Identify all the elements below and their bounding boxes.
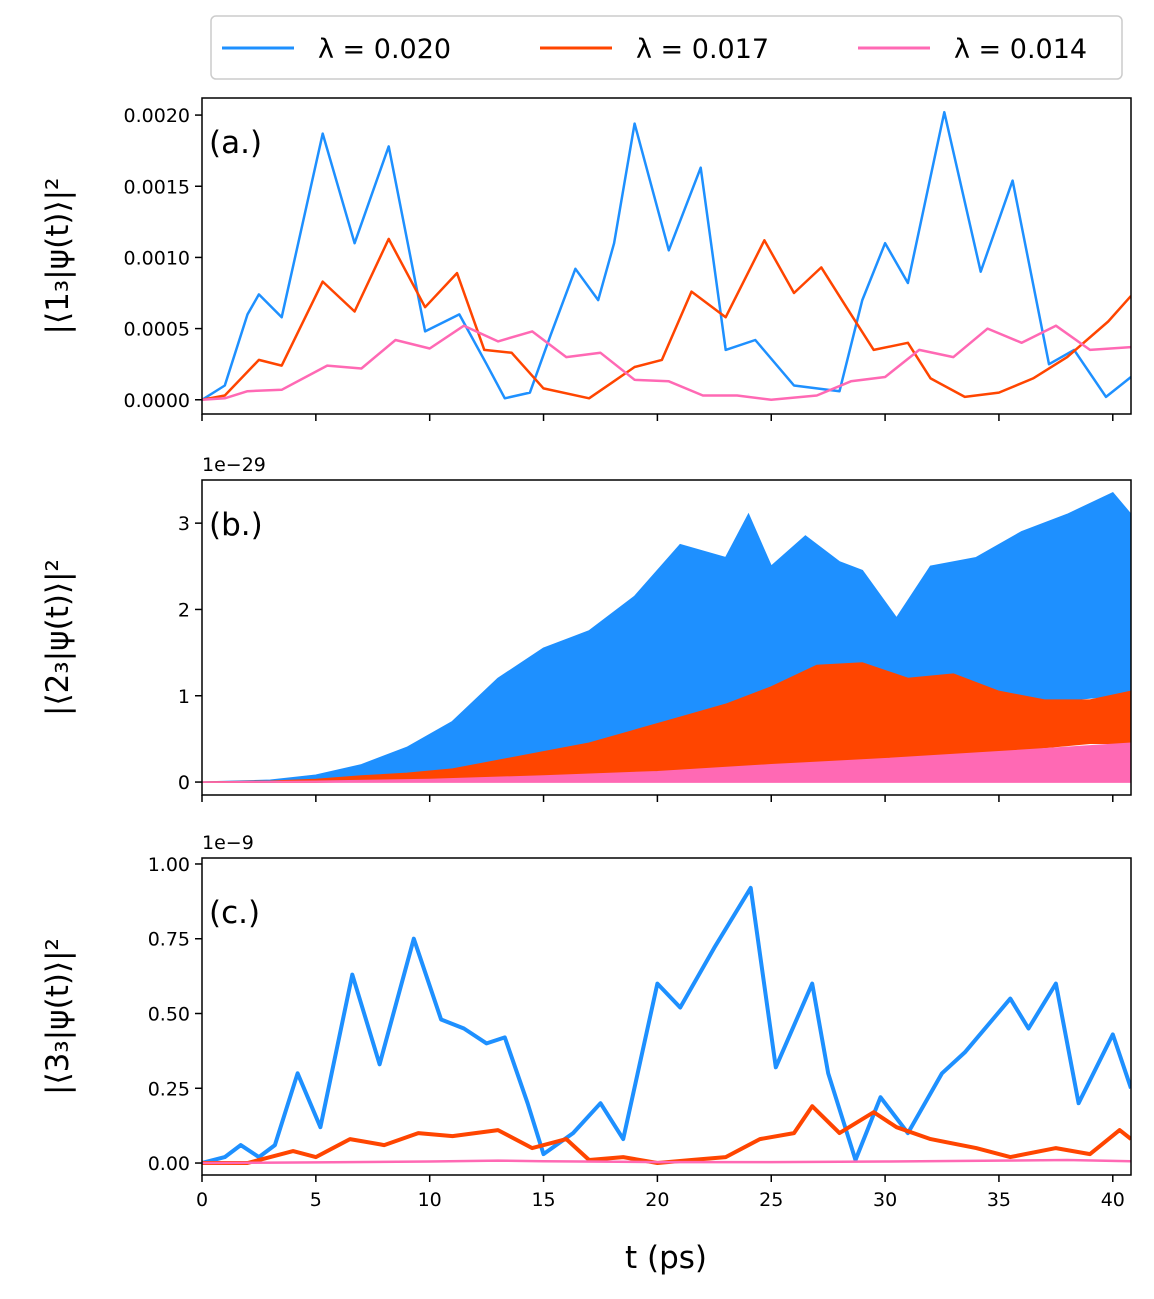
- y-tick-label: 0.0015: [124, 176, 190, 198]
- axes-frame: [201, 97, 1132, 415]
- y-axis-label: |⟨3₃|ψ(t)⟩|²: [40, 938, 76, 1095]
- y-tick-label: 0.25: [148, 1078, 190, 1100]
- legend: λ = 0.020 λ = 0.017 λ = 0.014: [210, 15, 1123, 80]
- series-line: [202, 237, 1131, 402]
- legend-label: λ = 0.014: [954, 34, 1087, 65]
- x-tick-label: 5: [310, 1189, 322, 1211]
- x-tick-label: 30: [873, 1189, 897, 1211]
- series-line: [202, 1104, 1131, 1165]
- panel-a: 0.0000 0.0005 0.0010 0.0015 0.0020 (a.) |⟨1₃|ψ…: [40, 97, 1132, 421]
- x-tick-label: 0: [196, 1189, 208, 1211]
- legend-label: λ = 0.020: [318, 34, 451, 65]
- y-tick-label: 3: [178, 513, 190, 535]
- panel-b: 0 1 2 3 1e−29 (b.) |⟨2₃|ψ(t)⟩|²: [40, 454, 1132, 802]
- x-tick-label: 35: [987, 1189, 1011, 1211]
- offset-text: 1e−29: [202, 454, 266, 476]
- series-line: [202, 324, 1131, 402]
- y-tick-label: 0.75: [148, 929, 190, 951]
- plot-area: [202, 885, 1131, 1165]
- series-line: [202, 885, 1131, 1165]
- plot-area: [202, 491, 1131, 783]
- axes-frame: [201, 479, 1132, 796]
- y-tick-label: 0.00: [148, 1153, 190, 1175]
- legend-label: λ = 0.017: [636, 34, 769, 65]
- y-tick-label: 0.0010: [124, 247, 190, 269]
- series-line: [202, 110, 1131, 401]
- y-tick-label: 0.0000: [124, 390, 190, 412]
- panel-label: (a.): [209, 125, 262, 161]
- x-axis-label: t (ps): [625, 1240, 707, 1276]
- x-tick-label: 40: [1101, 1189, 1125, 1211]
- y-tick-label: 1.00: [148, 854, 190, 876]
- panel-c: 0.00 0.25 0.50 0.75 1.00 0 5 10 15 20 25 30 35 40 1e−9…: [40, 832, 1132, 1211]
- x-tick-label: 20: [645, 1189, 669, 1211]
- legend-frame: [210, 15, 1123, 80]
- series-line: [202, 1158, 1131, 1165]
- plot-area: [202, 110, 1131, 402]
- offset-text: 1e−9: [202, 832, 254, 854]
- series-band: [202, 742, 1131, 783]
- x-tick-label: 25: [759, 1189, 783, 1211]
- axes-frame: [201, 857, 1132, 1176]
- y-axis-label: |⟨1₃|ψ(t)⟩|²: [40, 178, 76, 335]
- panel-label: (b.): [209, 507, 263, 543]
- y-tick-label: 1: [178, 686, 190, 708]
- y-axis-label: |⟨2₃|ψ(t)⟩|²: [40, 559, 76, 716]
- panel-label: (c.): [209, 895, 260, 931]
- y-tick-label: 0: [178, 772, 190, 794]
- y-tick-label: 0.50: [148, 1004, 190, 1026]
- y-tick-label: 0.0020: [124, 105, 190, 127]
- y-tick-label: 2: [178, 599, 190, 621]
- x-tick-label: 15: [531, 1189, 555, 1211]
- x-tick-label: 10: [418, 1189, 442, 1211]
- y-tick-label: 0.0005: [124, 319, 190, 341]
